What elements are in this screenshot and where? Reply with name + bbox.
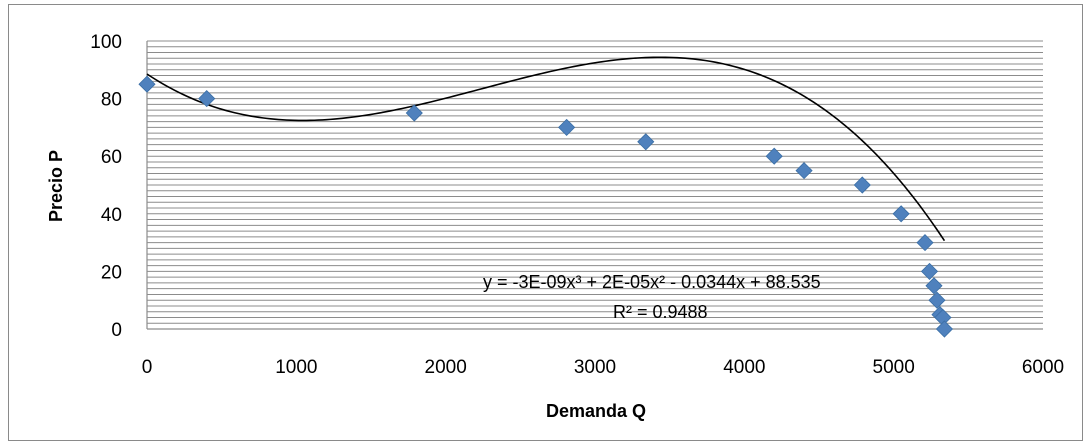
gridlines (147, 40, 1043, 324)
chart-area (8, 4, 1083, 441)
data-point (558, 118, 576, 136)
x-tick-labels: 0 1000 2000 3000 4000 5000 6000 (142, 357, 1064, 378)
x-tick-label: 6000 (1022, 357, 1064, 378)
trendline-r-squared: R² = 0.9488 (613, 302, 708, 322)
y-tick-label: 80 (101, 90, 122, 111)
data-points (138, 75, 954, 338)
y-tick-label: 100 (90, 32, 122, 53)
data-point (405, 104, 423, 122)
data-point (935, 320, 954, 338)
y-tick-label: 0 (111, 320, 122, 341)
data-point (637, 133, 655, 151)
data-point (765, 147, 783, 165)
data-point (198, 90, 216, 108)
data-point (795, 162, 813, 180)
x-tick-label: 3000 (574, 357, 616, 378)
x-tick-label: 2000 (425, 357, 467, 378)
x-tick-label: 5000 (873, 357, 915, 378)
x-tick-label: 0 (142, 357, 153, 378)
x-axis-title: Demanda Q (546, 401, 646, 421)
data-point (916, 234, 934, 252)
data-point (853, 176, 871, 194)
data-point (928, 291, 946, 309)
trendline (146, 56, 946, 242)
x-tick-label: 1000 (275, 357, 317, 378)
y-axis-title: Precio P (46, 150, 66, 222)
data-point (138, 75, 156, 93)
data-point (920, 262, 939, 280)
y-tick-label: 60 (101, 147, 122, 168)
y-tick-label: 40 (101, 205, 122, 226)
y-tick-labels: 0 20 40 60 80 100 (90, 32, 122, 341)
trendline-equation: y = -3E-09x³ + 2E-05x² - 0.0344x + 88.53… (483, 272, 821, 292)
data-point (925, 277, 943, 295)
y-tick-label: 20 (101, 262, 122, 283)
x-tick-label: 4000 (723, 357, 765, 378)
data-point (892, 205, 910, 223)
